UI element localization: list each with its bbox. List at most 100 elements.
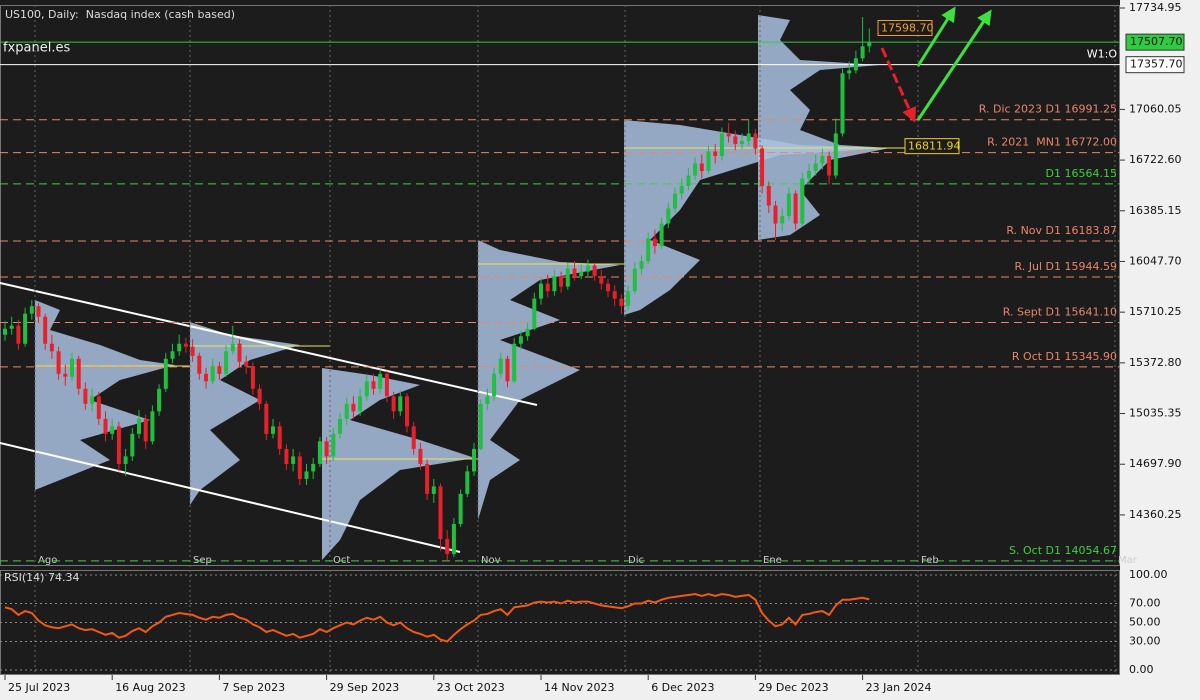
candle-body — [713, 151, 718, 156]
candle-body — [157, 388, 162, 412]
month-label: Mar — [1118, 555, 1138, 566]
arrow-down — [880, 47, 916, 123]
candle-body — [338, 418, 342, 434]
level-label: W1:O — [1087, 48, 1118, 61]
candle-body — [137, 418, 141, 434]
y-tick-label: 15710.25 — [1129, 305, 1182, 318]
candle-body — [807, 170, 811, 179]
candle-body — [364, 381, 369, 397]
candle-body — [780, 216, 785, 224]
candle-body — [103, 418, 108, 434]
arrow-up — [916, 6, 956, 67]
candle-body — [719, 133, 724, 156]
x-tick-label: 23 Oct 2023 — [437, 681, 505, 694]
candle-body — [860, 46, 865, 59]
time-axis-panel — [0, 675, 1200, 700]
candle-body — [646, 238, 651, 262]
candle-body — [257, 388, 262, 404]
candle-body — [827, 155, 832, 176]
rsi-tick-label: 50.00 — [1129, 616, 1161, 629]
candle-body — [726, 133, 731, 137]
candle-body — [492, 373, 497, 397]
x-tick-label: 7 Sep 2023 — [222, 681, 285, 694]
candle-body — [706, 151, 711, 171]
candle-body — [666, 208, 671, 224]
candle-body — [183, 343, 188, 347]
price-box-label: 17357.70 — [1130, 58, 1183, 71]
volume-profile — [322, 368, 475, 560]
candle-body — [592, 265, 597, 277]
rsi-tick-label: 100.00 — [1129, 568, 1168, 581]
candle-body — [793, 193, 798, 224]
candle-body — [217, 366, 222, 374]
candle-body — [425, 463, 430, 494]
y-tick-label: 17734.95 — [1129, 1, 1182, 14]
callout-label: 17598.70 — [881, 21, 934, 34]
price-box-label: 17507.70 — [1130, 35, 1183, 48]
level-label: R Oct D1 15345.90 — [1012, 350, 1117, 363]
candle-body — [371, 381, 376, 389]
level-label: R. Jul D1 15944.59 — [1015, 260, 1117, 273]
level-label: S. Oct D1 14054.67 — [1009, 544, 1117, 557]
candle-body — [29, 306, 34, 314]
candle-body — [16, 325, 21, 344]
x-tick-label: 29 Sep 2023 — [330, 681, 400, 694]
candle-body — [110, 426, 115, 434]
volume-profile — [624, 120, 890, 315]
chart-title: US100, Daily: Nasdaq index (cash based) — [5, 8, 235, 21]
candle-body — [358, 396, 363, 412]
candle-body — [297, 456, 302, 479]
candle-body — [539, 283, 543, 299]
channel-lower — [0, 442, 461, 553]
candle-body — [170, 351, 175, 359]
marks: Ago Sep Oct Nov Dic Ene Feb Mar17734.9517060.05… — [0, 1, 1185, 694]
watermark: fxpanel.es — [3, 41, 70, 56]
candle-body — [116, 426, 121, 464]
y-tick-label: 16722.60 — [1129, 153, 1182, 166]
candle-body — [740, 140, 744, 144]
y-tick-label: 14360.25 — [1129, 508, 1182, 521]
candle-body — [840, 73, 845, 134]
candle-body — [384, 373, 389, 397]
candle-body — [143, 418, 148, 442]
candle-body — [652, 238, 657, 247]
candle-body — [552, 276, 557, 292]
callout-label: 16811.94 — [908, 140, 961, 153]
candle-body — [304, 471, 309, 479]
candle-body — [237, 343, 242, 362]
candle-body — [545, 283, 550, 292]
candle-body — [271, 426, 275, 434]
month-label: Ago — [38, 555, 57, 566]
candle-body — [505, 358, 510, 382]
candle-body — [867, 42, 872, 47]
candle-body — [478, 403, 483, 449]
candle-body — [800, 178, 805, 224]
x-tick-label: 16 Aug 2023 — [115, 681, 185, 694]
candle-body — [498, 358, 503, 374]
candle-body — [351, 403, 356, 412]
candle-body — [693, 163, 698, 176]
candle-body — [378, 373, 383, 389]
y-tick-label: 16385.15 — [1129, 204, 1182, 217]
candle-body — [565, 268, 570, 287]
candle-body — [36, 306, 41, 317]
level-label: R. Nov D1 16183.87 — [1006, 224, 1117, 237]
price-box — [1125, 56, 1185, 74]
candle-body — [673, 193, 677, 209]
volume-profile — [35, 300, 175, 490]
candle-body — [150, 411, 155, 442]
candle-body — [572, 268, 577, 277]
candle-body — [224, 351, 229, 374]
candle-body — [317, 441, 322, 464]
y-tick-label: 16047.70 — [1129, 254, 1182, 267]
channel-upper — [0, 282, 538, 406]
candle-body — [766, 186, 771, 206]
y-tick-label: 14697.90 — [1129, 457, 1182, 470]
rsi-line — [4, 592, 870, 643]
candle-body — [344, 403, 349, 419]
candle-body — [130, 433, 135, 457]
callout-box — [877, 19, 933, 36]
candle-body — [96, 396, 101, 419]
x-tick-label: 6 Dec 2023 — [651, 681, 714, 694]
